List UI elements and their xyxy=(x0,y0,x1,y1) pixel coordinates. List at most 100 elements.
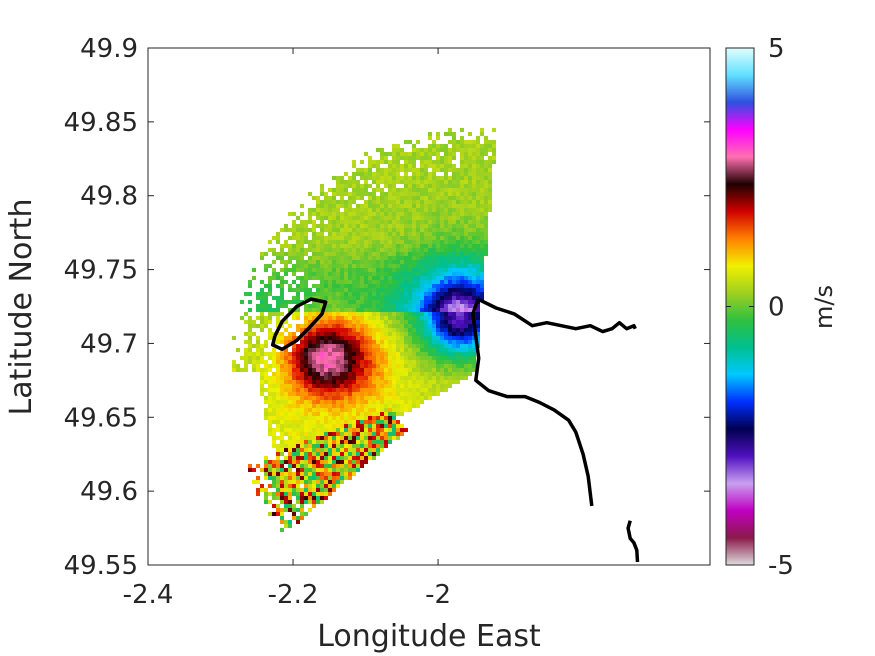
velocity-cell xyxy=(344,280,348,284)
velocity-cell xyxy=(280,332,284,336)
velocity-cell xyxy=(480,156,484,160)
velocity-cell xyxy=(300,468,304,472)
velocity-cell xyxy=(336,176,340,180)
velocity-cell xyxy=(308,488,312,492)
velocity-cell xyxy=(460,136,464,140)
velocity-cell xyxy=(340,360,344,364)
velocity-cell xyxy=(332,392,336,396)
velocity-cell xyxy=(372,248,376,252)
velocity-cell xyxy=(452,224,456,228)
velocity-cell xyxy=(468,316,472,320)
velocity-cell xyxy=(384,248,388,252)
velocity-cell xyxy=(416,328,420,332)
velocity-cell xyxy=(332,340,336,344)
velocity-cell xyxy=(340,436,344,440)
velocity-cell xyxy=(280,432,284,436)
velocity-cell xyxy=(316,304,320,308)
velocity-cell xyxy=(440,228,444,232)
velocity-cell xyxy=(276,252,280,256)
velocity-cell xyxy=(280,244,284,248)
velocity-cell xyxy=(280,416,284,420)
velocity-cell xyxy=(468,372,472,376)
velocity-cell xyxy=(348,312,352,316)
velocity-cell xyxy=(372,300,376,304)
velocity-cell xyxy=(336,200,340,204)
velocity-cell xyxy=(332,248,336,252)
velocity-cell xyxy=(428,232,432,236)
velocity-cell xyxy=(344,260,348,264)
velocity-cell xyxy=(464,164,468,168)
velocity-cell xyxy=(432,192,436,196)
velocity-cell xyxy=(416,264,420,268)
velocity-cell xyxy=(332,348,336,352)
velocity-cell xyxy=(348,248,352,252)
velocity-cell xyxy=(428,208,432,212)
velocity-cell xyxy=(452,276,456,280)
velocity-cell xyxy=(264,320,268,324)
velocity-cell xyxy=(296,388,300,392)
velocity-cell xyxy=(436,276,440,280)
velocity-cell xyxy=(380,152,384,156)
velocity-cell xyxy=(300,232,304,236)
velocity-cell xyxy=(352,368,356,372)
velocity-cell xyxy=(444,224,448,228)
velocity-cell xyxy=(332,472,336,476)
velocity-cell xyxy=(384,204,388,208)
velocity-cell xyxy=(472,144,476,148)
coastline xyxy=(270,297,328,352)
velocity-cell xyxy=(276,452,280,456)
velocity-cell xyxy=(312,352,316,356)
velocity-cell xyxy=(340,356,344,360)
velocity-cell xyxy=(304,392,308,396)
velocity-cell xyxy=(436,380,440,384)
velocity-cell xyxy=(404,376,408,380)
velocity-cell xyxy=(396,404,400,408)
velocity-cell xyxy=(468,200,472,204)
velocity-cell xyxy=(408,244,412,248)
velocity-cell xyxy=(284,352,288,356)
velocity-cell xyxy=(440,380,444,384)
velocity-cell xyxy=(340,196,344,200)
velocity-cell xyxy=(416,380,420,384)
velocity-cell xyxy=(456,224,460,228)
velocity-cell xyxy=(400,328,404,332)
velocity-cell xyxy=(324,384,328,388)
velocity-cell xyxy=(392,428,396,432)
velocity-cell xyxy=(356,204,360,208)
velocity-cell xyxy=(300,492,304,496)
velocity-cell xyxy=(336,356,340,360)
velocity-cell xyxy=(460,332,464,336)
velocity-cell xyxy=(484,204,488,208)
velocity-cell xyxy=(336,448,340,452)
velocity-cell xyxy=(408,248,412,252)
velocity-cell xyxy=(332,464,336,468)
velocity-cell xyxy=(456,148,460,152)
velocity-cell xyxy=(248,316,252,320)
velocity-cell xyxy=(280,384,284,388)
velocity-cell xyxy=(320,432,324,436)
velocity-cell xyxy=(432,284,436,288)
velocity-cell xyxy=(492,140,496,144)
velocity-cell xyxy=(356,232,360,236)
velocity-cell xyxy=(476,216,480,220)
velocity-cell xyxy=(400,424,404,428)
velocity-cell xyxy=(468,256,472,260)
velocity-cell xyxy=(416,252,420,256)
velocity-cell xyxy=(404,348,408,352)
velocity-cell xyxy=(352,256,356,260)
velocity-cell xyxy=(440,276,444,280)
velocity-cell xyxy=(392,220,396,224)
velocity-cell xyxy=(420,340,424,344)
velocity-cell xyxy=(444,220,448,224)
velocity-cell xyxy=(444,168,448,172)
velocity-cell xyxy=(364,340,368,344)
velocity-cell xyxy=(392,360,396,364)
velocity-cell xyxy=(400,404,404,408)
velocity-cell xyxy=(364,224,368,228)
velocity-cell xyxy=(316,272,320,276)
velocity-cell xyxy=(348,292,352,296)
velocity-cell xyxy=(308,412,312,416)
velocity-cell xyxy=(424,276,428,280)
velocity-cell xyxy=(464,320,468,324)
velocity-cell xyxy=(468,344,472,348)
